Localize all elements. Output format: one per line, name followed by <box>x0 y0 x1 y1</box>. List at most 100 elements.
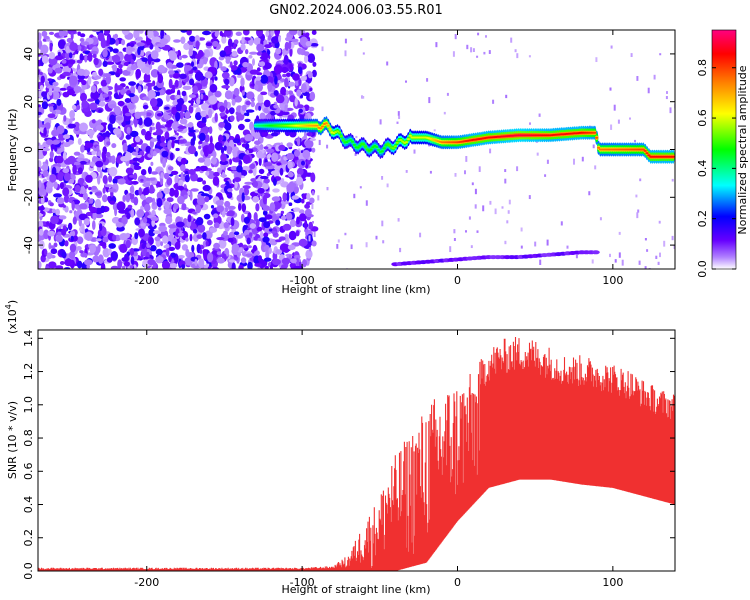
snr-xtick-label: 0 <box>454 576 461 589</box>
noise-speck <box>396 121 399 124</box>
noise-cell <box>85 174 93 183</box>
noise-cell <box>188 94 196 98</box>
noise-cell <box>160 172 164 179</box>
noise-cell <box>167 127 173 131</box>
noise-cell <box>189 78 195 86</box>
noise-cell <box>179 73 187 80</box>
noise-cell <box>195 40 200 50</box>
noise-cell <box>247 261 253 269</box>
noise-cell <box>46 103 55 107</box>
noise-cell <box>156 197 163 208</box>
noise-cell <box>219 112 226 117</box>
noise-cell <box>121 216 128 225</box>
noise-cell <box>94 213 104 219</box>
noise-cell <box>305 41 312 47</box>
noise-cell <box>115 38 119 46</box>
snr-xtick-label: 100 <box>602 576 623 589</box>
noise-cell <box>155 256 164 264</box>
ridge-cell <box>404 141 409 144</box>
ridge-cell <box>643 149 647 152</box>
noise-cell <box>209 227 218 233</box>
noise-speck <box>489 148 492 154</box>
noise-cell <box>76 236 84 245</box>
noise-cell <box>144 112 152 117</box>
noise-cell <box>224 200 231 208</box>
noise-cell <box>100 122 108 126</box>
noise-cell <box>307 214 314 218</box>
noise-cell <box>250 101 255 108</box>
noise-cell <box>286 152 295 161</box>
noise-cell <box>163 187 171 195</box>
noise-speck <box>449 246 452 253</box>
noise-cell <box>189 222 197 231</box>
noise-speck <box>538 113 541 117</box>
colorbar-tick-label: 0.0 <box>696 260 709 278</box>
noise-cell <box>40 124 46 128</box>
ridge-cell <box>352 143 356 146</box>
noise-cell <box>130 64 137 71</box>
noise-cell <box>81 79 87 86</box>
noise-cell <box>142 182 151 188</box>
noise-cell <box>149 98 158 107</box>
noise-speck <box>618 252 621 258</box>
noise-cell <box>107 123 113 131</box>
noise-cell <box>48 261 57 269</box>
noise-cell <box>81 223 85 232</box>
noise-speck <box>326 187 329 191</box>
noise-cell <box>67 88 76 96</box>
snr-multiplier-exponent: 4 <box>4 304 13 309</box>
noise-cell <box>287 90 294 95</box>
noise-cell <box>90 50 98 55</box>
noise-cell <box>94 98 100 105</box>
noise-cell <box>156 191 163 200</box>
noise-cell <box>169 51 178 61</box>
noise-cell <box>281 111 290 116</box>
noise-cell <box>304 139 314 149</box>
spectrogram-xtick-label: -100 <box>290 274 315 287</box>
noise-cell <box>204 71 213 79</box>
ridge-cell <box>645 152 649 155</box>
snr-ytick-label: 0.6 <box>22 463 35 481</box>
noise-cell <box>112 48 119 54</box>
noise-cell <box>141 243 146 249</box>
noise-cell <box>129 265 134 269</box>
noise-cell <box>216 237 225 241</box>
noise-cell <box>116 201 126 212</box>
noise-speck <box>405 170 408 173</box>
noise-cell <box>55 265 64 269</box>
noise-cell <box>102 93 109 98</box>
snr-xtick-label: -200 <box>134 576 159 589</box>
noise-cell <box>272 188 280 193</box>
noise-cell <box>200 110 207 118</box>
noise-speck <box>362 52 365 55</box>
noise-cell <box>224 78 230 86</box>
noise-cell <box>231 98 236 106</box>
noise-cell <box>171 139 175 149</box>
noise-cell <box>208 142 215 152</box>
noise-cell <box>39 85 44 90</box>
noise-cell <box>240 77 245 87</box>
snr-multiplier-close: ) <box>6 300 19 304</box>
ridge-cell <box>597 146 601 149</box>
noise-cell <box>53 181 58 189</box>
noise-cell <box>138 187 142 196</box>
noise-cell <box>67 155 76 165</box>
noise-cell <box>262 236 270 243</box>
noise-cell <box>257 93 264 104</box>
noise-cell <box>262 210 268 216</box>
noise-cell <box>95 145 100 153</box>
noise-cell <box>256 226 263 232</box>
snr-series <box>38 337 675 571</box>
noise-speck <box>312 221 314 224</box>
noise-cell <box>257 255 263 262</box>
noise-cell <box>287 244 296 251</box>
snr-ytick-label: 0.4 <box>22 496 35 513</box>
noise-cell <box>83 182 87 186</box>
noise-speck <box>659 252 661 258</box>
noise-cell <box>107 195 111 202</box>
noise-cell <box>233 231 240 236</box>
noise-speck <box>636 212 639 219</box>
noise-cell <box>199 165 208 172</box>
noise-cell <box>38 160 42 169</box>
